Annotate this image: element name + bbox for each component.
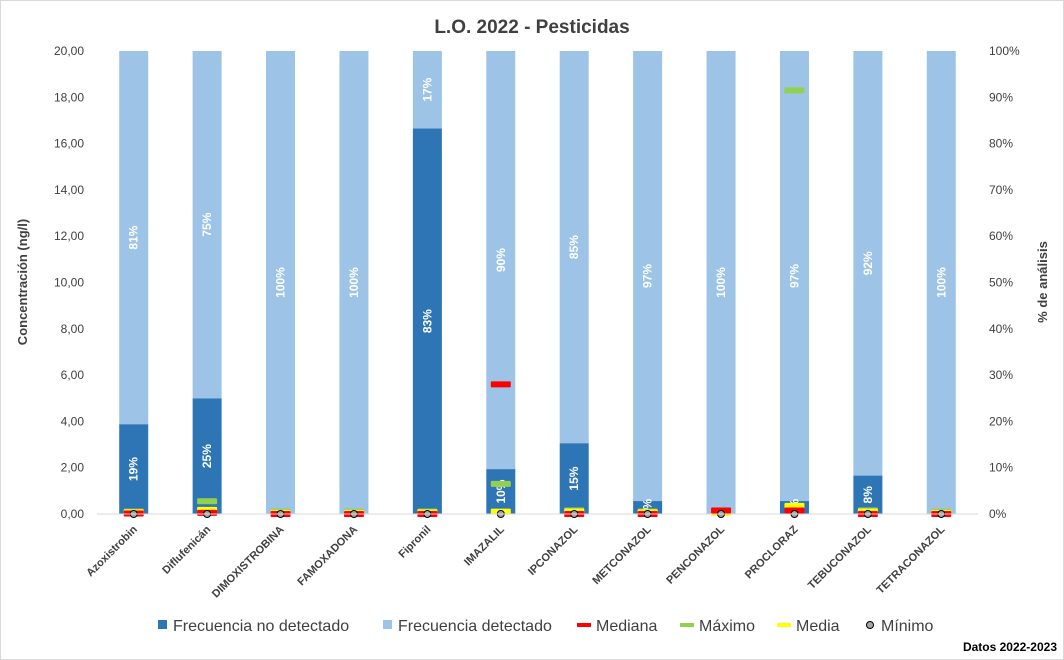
y2-tick-label: 80% — [989, 137, 1013, 151]
bar-detectado — [853, 51, 883, 476]
legend-swatch — [777, 623, 791, 627]
footer-note: Datos 2022-2023 — [963, 640, 1057, 654]
legend-swatch — [866, 621, 874, 629]
legend-swatch — [577, 623, 591, 627]
bar-detectado — [412, 51, 442, 129]
category-label: IPCONAZOL — [526, 523, 580, 577]
y2-tick-label: 100% — [989, 44, 1020, 58]
y-tick-label: 14,00 — [54, 183, 84, 197]
y-tick-label: 10,00 — [54, 276, 84, 290]
category-label: TETRACONAZOL — [875, 523, 948, 596]
y-tick-label: 0,00 — [61, 507, 85, 521]
legend-swatch — [158, 620, 167, 629]
category-label: IMAZALIL — [462, 523, 507, 568]
y2-tick-label: 60% — [989, 229, 1013, 243]
legend-label: Máximo — [699, 618, 755, 635]
legend-label: Mediana — [596, 618, 657, 635]
bar-detectado — [559, 51, 589, 444]
bar-label-detectado: 97% — [641, 264, 655, 288]
category-label: TEBUCONAZOL — [806, 523, 874, 591]
bar-label-detectado: 85% — [567, 235, 581, 259]
category-label: PENCONAZOL — [664, 523, 727, 586]
y2-tick-label: 30% — [989, 368, 1013, 382]
marker-media — [784, 502, 805, 509]
bar-label-detectado: 81% — [127, 225, 141, 249]
marker-maximo — [784, 87, 805, 94]
bar-detectado — [192, 51, 222, 399]
bar-label-no-detectado: 83% — [420, 309, 434, 333]
y2-tick-label: 90% — [989, 90, 1013, 104]
bar-no-detectado — [486, 469, 516, 514]
bar-label-detectado: 90% — [494, 248, 508, 272]
y2-tick-label: 10% — [989, 461, 1013, 475]
legend-label: Mínimo — [881, 618, 934, 635]
bar-detectado — [119, 51, 149, 425]
category-label: Azoxistrobin — [84, 523, 140, 579]
y2-axis-label: % de análisis — [1035, 241, 1050, 323]
category-label: DIMOXISTROBINA — [210, 524, 287, 601]
y-tick-label: 4,00 — [61, 414, 85, 428]
bar-label-detectado: 100% — [347, 267, 361, 298]
bar-label-no-detectado: 15% — [567, 466, 581, 490]
category-label: PROCLORAZ — [743, 523, 801, 581]
y2-tick-label: 50% — [989, 276, 1013, 290]
y-tick-label: 6,00 — [61, 368, 85, 382]
y2-tick-label: 40% — [989, 322, 1013, 336]
y-tick-label: 16,00 — [54, 137, 84, 151]
bar-no-detectado — [412, 128, 442, 515]
bar-no-detectado — [559, 443, 589, 514]
y2-tick-label: 70% — [989, 183, 1013, 197]
category-label: Fipronil — [396, 524, 433, 561]
category-label: FAMOXADONA — [295, 524, 360, 589]
bar-label-no-detectado: 25% — [200, 444, 214, 468]
legend-label: Frecuencia no detectado — [173, 618, 349, 635]
bar-detectado — [266, 51, 296, 514]
marker-mediana — [490, 381, 511, 388]
bar-label-no-detectado: 8% — [861, 486, 875, 504]
y2-tick-label: 20% — [989, 414, 1013, 428]
y-axis-label: Concentración (ng/l) — [15, 219, 30, 345]
plot-area: 0,00 2,00 4,00 6,00 8,00 10,00 12,00 14,00 16,00… — [54, 44, 1020, 600]
y-tick-label: 8,00 — [61, 322, 85, 336]
chart-title: L.O. 2022 - Pesticidas — [434, 17, 629, 38]
bar-label-detectado: 100% — [714, 267, 728, 298]
legend-swatch — [383, 620, 392, 629]
y-tick-label: 2,00 — [61, 461, 85, 475]
bar-label-detectado: 100% — [934, 267, 948, 298]
y-tick-label: 12,00 — [54, 229, 84, 243]
bar-no-detectado — [192, 398, 222, 514]
legend: Frecuencia no detectado Frecuencia detect… — [158, 618, 934, 635]
y-tick-label: 18,00 — [54, 90, 84, 104]
legend-label: Frecuencia detectado — [398, 618, 552, 635]
bar-label-detectado: 17% — [420, 77, 434, 101]
y2-tick-label: 0% — [989, 507, 1007, 521]
bar-detectado — [486, 51, 516, 470]
bar-detectado — [926, 51, 956, 514]
category-label: Diflufenicán — [160, 523, 213, 576]
bar-detectado — [779, 51, 809, 502]
bar-detectado — [339, 51, 369, 514]
bar-detectado — [706, 51, 736, 514]
marker-maximo — [490, 480, 511, 487]
bar-label-detectado: 97% — [787, 264, 801, 288]
y-tick-label: 20,00 — [54, 44, 84, 58]
marker-maximo — [197, 498, 218, 505]
legend-swatch — [680, 623, 694, 627]
bar-label-detectado: 100% — [274, 267, 288, 298]
bar-label-no-detectado: 19% — [127, 457, 141, 481]
bar-label-detectado: 75% — [200, 212, 214, 236]
legend-label: Media — [796, 618, 840, 635]
bar-label-detectado: 92% — [861, 251, 875, 275]
category-label: METCONAZOL — [590, 523, 654, 587]
bar-detectado — [633, 51, 663, 502]
bar-no-detectado — [119, 424, 149, 514]
